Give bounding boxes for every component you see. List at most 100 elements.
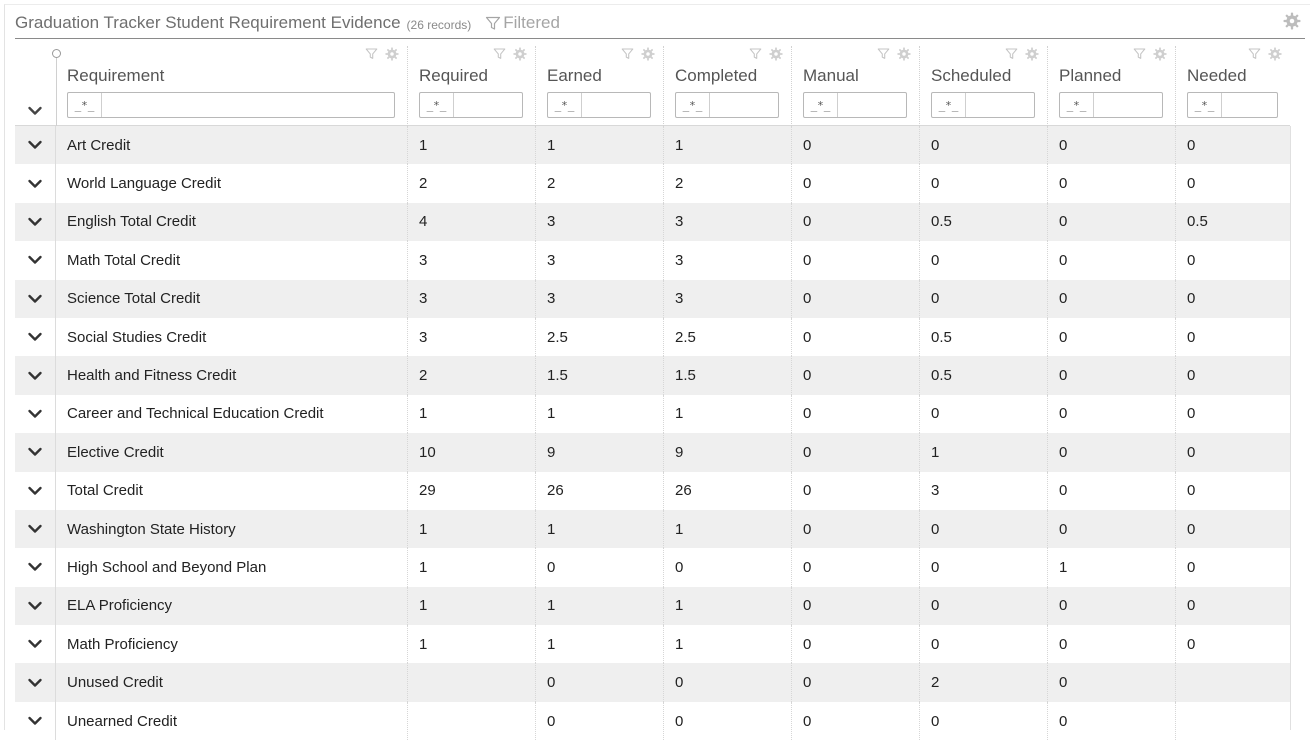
column-filter-button[interactable] [365, 47, 378, 66]
column-settings-button[interactable] [385, 47, 399, 66]
column-settings-button[interactable] [769, 47, 783, 66]
row-expand-toggle[interactable] [15, 625, 56, 664]
scrollbar-track[interactable] [1290, 126, 1291, 730]
column-settings-button[interactable] [1268, 47, 1282, 66]
row-expand-toggle[interactable] [15, 663, 56, 702]
table-row[interactable]: Art Credit 1 1 1 0 0 0 0 [15, 126, 1290, 165]
column-filter-box: _*_ [1059, 92, 1163, 118]
column-header-earned[interactable]: Earned _*_ [535, 46, 663, 126]
table-row[interactable]: Career and Technical Education Credit 1 1 1… [15, 394, 1290, 434]
column-filter-input[interactable] [1094, 93, 1162, 117]
cell-required: 1 [407, 126, 535, 165]
table-row[interactable]: Math Proficiency 1 1 1 0 0 0 0 [15, 625, 1290, 664]
column-label[interactable]: Manual [803, 66, 859, 85]
grid-body: Art Credit 1 1 1 0 0 0 0 World Language Credit 2 2… [15, 126, 1290, 740]
column-header-scheduled[interactable]: Scheduled _*_ [919, 46, 1047, 126]
filter-operator[interactable]: _*_ [548, 93, 582, 117]
column-header-required[interactable]: Required _*_ [407, 46, 535, 126]
column-filter-button[interactable] [1005, 47, 1018, 66]
table-row[interactable]: Science Total Credit 3 3 3 0 0 0 0 [15, 279, 1290, 318]
table-row[interactable]: ELA Proficiency 1 1 1 0 0 0 0 [15, 586, 1290, 626]
column-filter-input[interactable] [838, 93, 906, 117]
cell-scheduled: 0 [919, 586, 1047, 626]
table-row[interactable]: English Total Credit 4 3 3 0 0.5 0 0.5 [15, 202, 1290, 242]
column-filter-button[interactable] [877, 47, 890, 66]
row-expand-toggle[interactable] [15, 548, 56, 587]
row-expand-toggle[interactable] [15, 241, 56, 280]
filter-operator[interactable]: _*_ [420, 93, 454, 117]
column-filter-input[interactable] [102, 93, 394, 117]
filter-operator[interactable]: _*_ [932, 93, 966, 117]
row-expand-toggle[interactable] [15, 279, 56, 318]
row-expand-toggle[interactable] [15, 471, 56, 510]
column-label[interactable]: Earned [547, 66, 602, 85]
column-header-tools [621, 47, 655, 66]
column-label[interactable]: Scheduled [931, 66, 1012, 85]
filter-operator[interactable]: _*_ [676, 93, 710, 117]
row-expand-toggle[interactable] [15, 509, 56, 549]
filter-operator[interactable]: _*_ [68, 93, 102, 117]
cell-completed: 1 [663, 509, 791, 549]
column-header-planned[interactable]: Planned _*_ [1047, 46, 1175, 126]
column-header-needed[interactable]: Needed _*_ [1175, 46, 1290, 126]
table-row[interactable]: Total Credit 29 26 26 0 3 0 0 [15, 471, 1290, 510]
table-row[interactable]: Elective Credit 10 9 9 0 1 0 0 [15, 433, 1290, 472]
cell-required: 1 [407, 625, 535, 664]
column-settings-button[interactable] [1153, 47, 1167, 66]
column-settings-button[interactable] [641, 47, 655, 66]
column-filter-button[interactable] [749, 47, 762, 66]
row-expand-toggle[interactable] [15, 356, 56, 395]
column-settings-button[interactable] [897, 47, 911, 66]
table-row[interactable]: World Language Credit 2 2 2 0 0 0 0 [15, 164, 1290, 203]
column-label[interactable]: Needed [1187, 66, 1247, 85]
row-expand-toggle[interactable] [15, 586, 56, 626]
filtered-indicator[interactable]: Filtered [485, 13, 560, 33]
table-row[interactable]: Unearned Credit 0 0 0 0 0 [15, 701, 1290, 740]
column-filter-button[interactable] [621, 47, 634, 66]
table-row[interactable]: Social Studies Credit 3 2.5 2.5 0 0.5 0 0 [15, 317, 1290, 357]
column-filter-input[interactable] [582, 93, 650, 117]
row-expand-toggle[interactable] [15, 394, 56, 434]
column-label[interactable]: Required [419, 66, 488, 85]
cell-required: 3 [407, 279, 535, 318]
cell-earned: 0 [535, 548, 663, 587]
cell-planned: 0 [1047, 317, 1175, 357]
column-header-completed[interactable]: Completed _*_ [663, 46, 791, 126]
column-filter-input[interactable] [966, 93, 1034, 117]
column-filter-button[interactable] [1248, 47, 1261, 66]
row-expand-toggle[interactable] [15, 202, 56, 242]
grid-header: Requirement _*_ Required _*_ Earned _*_ Comple… [15, 46, 1290, 126]
row-expand-toggle[interactable] [15, 126, 56, 165]
column-settings-button[interactable] [1025, 47, 1039, 66]
cell-needed: 0 [1175, 356, 1290, 395]
filter-operator[interactable]: _*_ [1060, 93, 1094, 117]
column-filter-input[interactable] [710, 93, 778, 117]
column-settings-button[interactable] [513, 47, 527, 66]
filter-operator[interactable]: _*_ [804, 93, 838, 117]
column-header-manual[interactable]: Manual _*_ [791, 46, 919, 126]
table-row[interactable]: Math Total Credit 3 3 3 0 0 0 0 [15, 241, 1290, 280]
column-label[interactable]: Requirement [67, 66, 165, 85]
row-expand-toggle[interactable] [15, 701, 56, 740]
filter-operator[interactable]: _*_ [1188, 93, 1222, 117]
row-expand-toggle[interactable] [15, 164, 56, 203]
column-filter-button[interactable] [1133, 47, 1146, 66]
table-row[interactable]: Washington State History 1 1 1 0 0 0 0 [15, 509, 1290, 549]
column-filter-input[interactable] [454, 93, 522, 117]
expand-all-toggle[interactable] [27, 104, 43, 122]
table-row[interactable]: Unused Credit 0 0 0 2 0 [15, 663, 1290, 702]
table-row[interactable]: High School and Beyond Plan 1 0 0 0 0 1 0 [15, 548, 1290, 587]
filter-funnel-icon [877, 48, 890, 59]
row-expand-toggle[interactable] [15, 317, 56, 357]
column-header-requirement[interactable]: Requirement _*_ [56, 46, 407, 126]
chevron-down-icon [28, 294, 42, 303]
column-resize-handle[interactable] [52, 49, 61, 58]
column-header-tools [877, 47, 911, 66]
column-filter-input[interactable] [1222, 93, 1277, 117]
table-row[interactable]: Health and Fitness Credit 2 1.5 1.5 0 0.5 0 0 [15, 356, 1290, 395]
panel-settings-button[interactable] [1283, 12, 1301, 35]
row-expand-toggle[interactable] [15, 433, 56, 472]
column-label[interactable]: Completed [675, 66, 758, 85]
column-label[interactable]: Planned [1059, 66, 1122, 85]
column-filter-button[interactable] [493, 47, 506, 66]
